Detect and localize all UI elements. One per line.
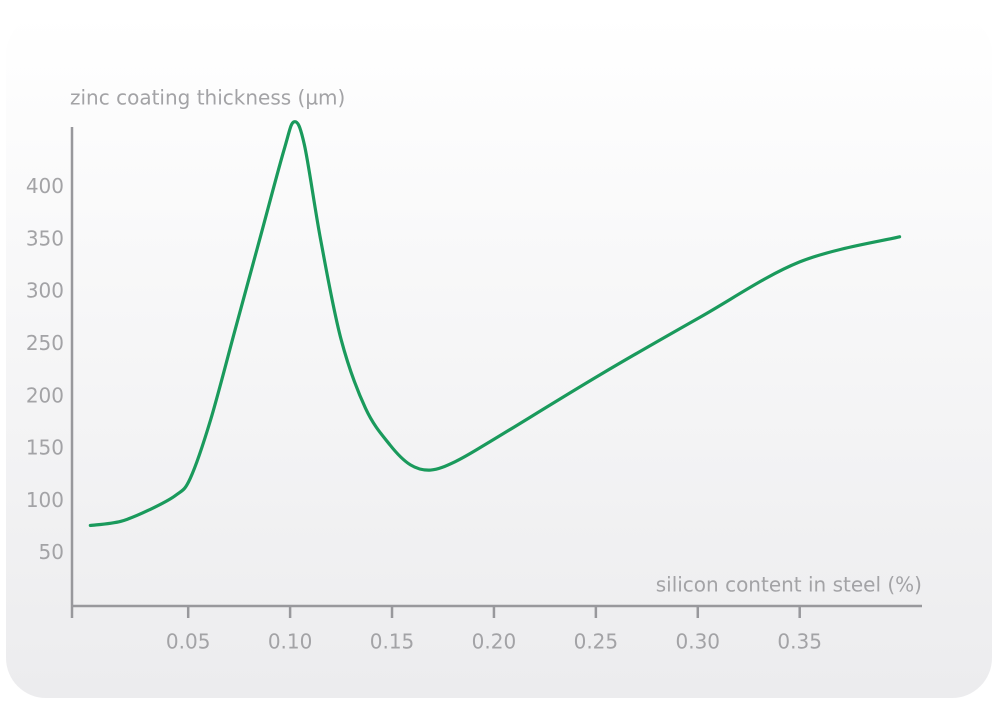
x-axis-label: silicon content in steel (%): [656, 573, 922, 597]
x-tick-label: 0.35: [777, 630, 822, 654]
x-tick-label: 0.15: [370, 630, 415, 654]
y-tick-label: 100: [26, 488, 64, 512]
x-tick-label: 0.05: [166, 630, 211, 654]
x-tick-label: 0.20: [472, 630, 517, 654]
y-tick-label: 250: [26, 331, 64, 355]
y-tick-label: 300: [26, 279, 64, 303]
y-tick-label: 200: [26, 383, 64, 407]
y-tick-label: 350: [26, 226, 64, 250]
y-tick-label: 50: [39, 540, 64, 564]
y-tick-label: 150: [26, 436, 64, 460]
y-axis-label: zinc coating thickness (µm): [70, 86, 345, 110]
card: [6, 14, 992, 698]
y-tick-label: 400: [26, 174, 64, 198]
x-tick-label: 0.25: [574, 630, 619, 654]
x-tick-label: 0.30: [676, 630, 721, 654]
line-series: [88, 120, 902, 528]
x-tick-label: 0.10: [268, 630, 313, 654]
